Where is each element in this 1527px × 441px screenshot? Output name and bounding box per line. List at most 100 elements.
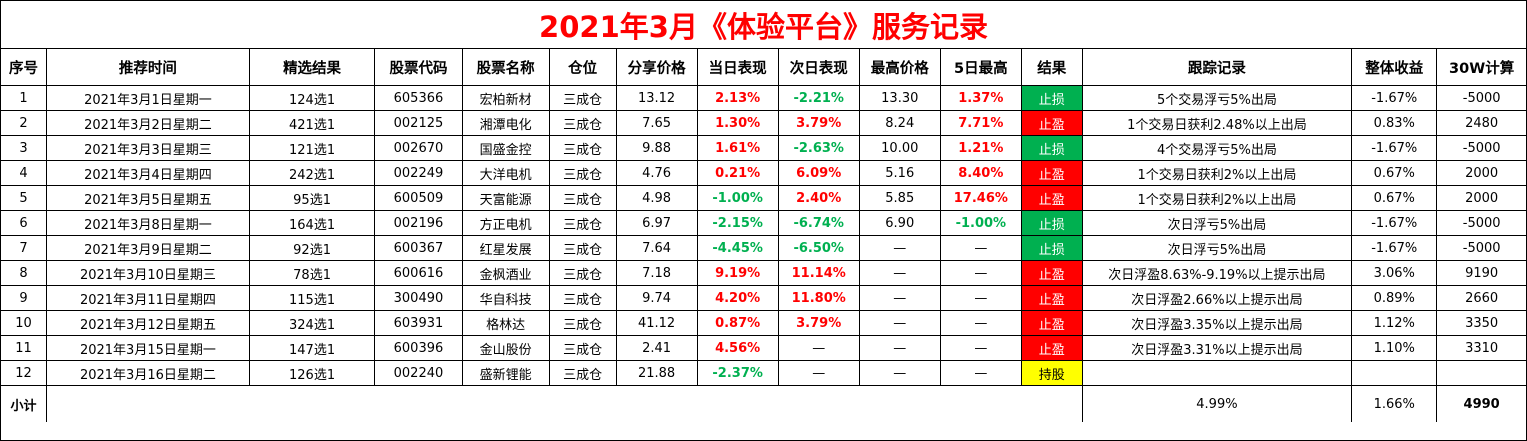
cell-stock-code: 002249 xyxy=(374,160,463,186)
cell-high-price: 13.30 xyxy=(858,85,941,111)
cell-same-day: -2.37% xyxy=(696,360,779,386)
cell-stock-name: 金山股份 xyxy=(461,335,550,361)
cell-calc-30w: 2000 xyxy=(1436,160,1526,186)
cell-recommend-time: 2021年3月16日星期二 xyxy=(46,360,250,386)
cell-tracking-record: 1个交易日获利2%以上出局 xyxy=(1081,160,1353,186)
cell-share-price: 6.97 xyxy=(615,210,698,236)
cell-high-price: 5.16 xyxy=(858,160,941,186)
cell-selection-result: 126选1 xyxy=(248,360,376,386)
cell-position: 三成仓 xyxy=(548,235,617,261)
cell-overall-return: -1.67% xyxy=(1351,210,1438,236)
title-row: 2021年3月《体验平台》服务记录 xyxy=(1,1,1526,49)
cell-overall-return: -1.67% xyxy=(1351,135,1438,161)
cell-seq: 7 xyxy=(1,235,48,261)
column-header: 推荐时间 xyxy=(46,49,250,86)
cell-overall-return: 1.10% xyxy=(1351,335,1438,361)
column-header: 序号 xyxy=(1,49,48,86)
cell-result: 止损 xyxy=(1020,135,1083,161)
cell-five-day-high: — xyxy=(939,285,1022,311)
cell-five-day-high: 1.37% xyxy=(939,85,1022,111)
column-header: 当日表现 xyxy=(696,49,779,86)
cell-stock-name: 金枫酒业 xyxy=(461,260,550,286)
cell-five-day-high: — xyxy=(939,310,1022,336)
column-header: 分享价格 xyxy=(615,49,698,86)
cell-recommend-time: 2021年3月1日星期一 xyxy=(46,85,250,111)
cell-seq: 8 xyxy=(1,260,48,286)
cell-stock-name: 华自科技 xyxy=(461,285,550,311)
cell-seq: 12 xyxy=(1,360,48,386)
subtotal-label: 小计 xyxy=(1,385,48,422)
cell-same-day: 4.56% xyxy=(696,335,779,361)
cell-next-day: -2.63% xyxy=(777,135,860,161)
cell-position: 三成仓 xyxy=(548,260,617,286)
cell-seq: 1 xyxy=(1,85,48,111)
cell-result: 止盈 xyxy=(1020,260,1083,286)
cell-stock-code: 603931 xyxy=(374,310,463,336)
cell-share-price: 9.88 xyxy=(615,135,698,161)
cell-tracking-record: 次日浮盈2.66%以上提示出局 xyxy=(1081,285,1353,311)
cell-tracking-record: 1个交易日获利2.48%以上出局 xyxy=(1081,110,1353,136)
cell-next-day: 11.14% xyxy=(777,260,860,286)
cell-stock-name: 国盛金控 xyxy=(461,135,550,161)
cell-result: 止盈 xyxy=(1020,285,1083,311)
cell-recommend-time: 2021年3月3日星期三 xyxy=(46,135,250,161)
table-row: 1 2021年3月1日星期一 124选1 605366 宏柏新材 三成仓 13.12 2.13… xyxy=(1,85,1526,111)
cell-recommend-time: 2021年3月4日星期四 xyxy=(46,160,250,186)
cell-overall-return: 0.67% xyxy=(1351,185,1438,211)
cell-selection-result: 147选1 xyxy=(248,335,376,361)
subtotal-calc: 4990 xyxy=(1436,385,1526,422)
cell-five-day-high: — xyxy=(939,260,1022,286)
cell-share-price: 7.18 xyxy=(615,260,698,286)
cell-next-day: 11.80% xyxy=(777,285,860,311)
cell-calc-30w: 9190 xyxy=(1436,260,1526,286)
cell-result: 止损 xyxy=(1020,85,1083,111)
cell-share-price: 4.76 xyxy=(615,160,698,186)
cell-calc-30w: -5000 xyxy=(1436,85,1526,111)
cell-selection-result: 421选1 xyxy=(248,110,376,136)
cell-five-day-high: — xyxy=(939,235,1022,261)
cell-tracking-record: 次日浮盈3.35%以上提示出局 xyxy=(1081,310,1353,336)
cell-calc-30w: -5000 xyxy=(1436,210,1526,236)
cell-stock-code: 002125 xyxy=(374,110,463,136)
cell-same-day: 4.20% xyxy=(696,285,779,311)
cell-result: 止盈 xyxy=(1020,310,1083,336)
table-body: 1 2021年3月1日星期一 124选1 605366 宏柏新材 三成仓 13.12 2.13… xyxy=(1,85,1526,386)
cell-tracking-record: 次日浮盈3.31%以上提示出局 xyxy=(1081,335,1353,361)
cell-position: 三成仓 xyxy=(548,210,617,236)
subtotal-overall: 1.66% xyxy=(1351,385,1438,422)
cell-share-price: 41.12 xyxy=(615,310,698,336)
cell-position: 三成仓 xyxy=(548,335,617,361)
cell-five-day-high: 17.46% xyxy=(939,185,1022,211)
cell-stock-code: 300490 xyxy=(374,285,463,311)
cell-overall-return xyxy=(1351,360,1438,386)
cell-seq: 9 xyxy=(1,285,48,311)
cell-share-price: 4.98 xyxy=(615,185,698,211)
cell-tracking-record xyxy=(1081,360,1353,386)
table-row: 2 2021年3月2日星期二 421选1 002125 湘潭电化 三成仓 7.65 1.30%… xyxy=(1,110,1526,136)
cell-seq: 4 xyxy=(1,160,48,186)
cell-position: 三成仓 xyxy=(548,160,617,186)
cell-stock-name: 大洋电机 xyxy=(461,160,550,186)
cell-recommend-time: 2021年3月9日星期二 xyxy=(46,235,250,261)
table-row: 11 2021年3月15日星期一 147选1 600396 金山股份 三成仓 2.41 4.5… xyxy=(1,335,1526,361)
cell-high-price: — xyxy=(858,235,941,261)
table-row: 7 2021年3月9日星期二 92选1 600367 红星发展 三成仓 7.64 -4.45%… xyxy=(1,235,1526,261)
cell-result: 止盈 xyxy=(1020,110,1083,136)
cell-selection-result: 115选1 xyxy=(248,285,376,311)
cell-seq: 6 xyxy=(1,210,48,236)
column-header: 5日最高 xyxy=(939,49,1022,86)
cell-stock-name: 方正电机 xyxy=(461,210,550,236)
cell-tracking-record: 次日浮盈8.63%-9.19%以上提示出局 xyxy=(1081,260,1353,286)
cell-high-price: 8.24 xyxy=(858,110,941,136)
cell-position: 三成仓 xyxy=(548,185,617,211)
cell-same-day: 2.13% xyxy=(696,85,779,111)
cell-stock-name: 天富能源 xyxy=(461,185,550,211)
cell-share-price: 13.12 xyxy=(615,85,698,111)
cell-overall-return: 3.06% xyxy=(1351,260,1438,286)
cell-high-price: — xyxy=(858,310,941,336)
cell-next-day: — xyxy=(777,360,860,386)
cell-stock-code: 600616 xyxy=(374,260,463,286)
column-header: 最高价格 xyxy=(858,49,941,86)
cell-overall-return: 1.12% xyxy=(1351,310,1438,336)
cell-selection-result: 92选1 xyxy=(248,235,376,261)
